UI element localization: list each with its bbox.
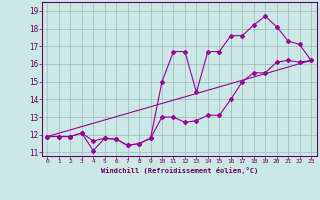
X-axis label: Windchill (Refroidissement éolien,°C): Windchill (Refroidissement éolien,°C): [100, 167, 258, 174]
